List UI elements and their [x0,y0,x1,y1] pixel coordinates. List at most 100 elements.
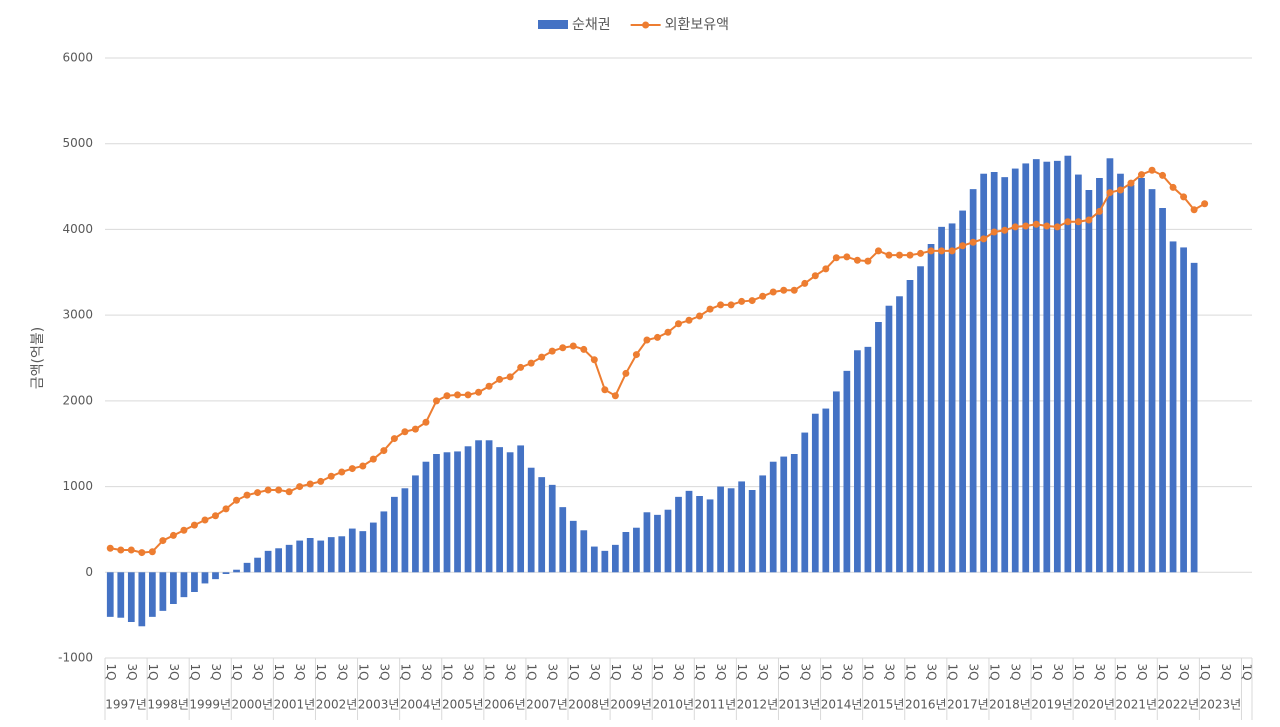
line-marker [1138,171,1146,179]
bar [885,305,893,573]
bar [1022,163,1030,573]
bar [506,452,514,573]
x-tick-label: 3Q [419,663,433,680]
legend-swatch [642,21,650,29]
bar [369,522,377,573]
year-label: 2021년 [1115,698,1157,712]
line-marker [601,386,609,394]
y-tick-label: 1000 [62,479,93,493]
line-marker [1022,222,1030,230]
x-tick-label: 3Q [1051,663,1065,680]
bar [1117,173,1124,573]
year-label: 2004년 [400,698,442,712]
y-tick-label: -1000 [58,651,93,665]
line-marker [611,392,619,400]
bar [422,461,430,573]
line-marker [369,455,377,463]
line-marker [959,242,967,250]
line-marker [148,548,156,556]
bar [790,454,798,573]
line-marker [927,247,935,255]
line-marker [580,345,588,353]
line-marker [885,251,893,259]
year-label: 1999년 [189,698,231,712]
bar [569,520,577,573]
x-tick-label: 1Q [904,663,918,680]
bar [706,499,714,573]
bar [590,546,598,573]
bar [938,226,945,573]
bar [117,572,125,618]
line-marker [759,292,767,300]
bar [906,280,914,573]
line-marker [727,301,735,309]
line-marker [317,477,325,485]
year-label: 2010년 [652,698,694,712]
bar [1138,178,1145,573]
x-tick-label: 3Q [125,663,139,680]
bar [275,548,282,573]
x-tick-label: 1Q [272,663,286,680]
line-marker [780,286,788,294]
bar [201,572,209,584]
bar [696,496,703,573]
line-marker [1095,207,1103,215]
y-axis-label: 금액(억불) [30,327,46,389]
x-tick-label: 3Q [714,663,728,680]
bar [212,572,219,580]
x-tick-label: 1Q [188,663,202,680]
line-marker [138,549,146,557]
x-tick-label: 3Q [335,663,349,680]
x-tick-label: 1Q [609,663,623,680]
bar [948,223,956,573]
bar [580,530,588,573]
bar [338,536,346,573]
bar [1096,178,1103,573]
bar [811,413,819,573]
bar [559,507,567,573]
line-marker [233,496,241,504]
bar [875,322,882,573]
bar [801,432,809,573]
bar [622,532,630,573]
bar [643,512,651,573]
year-label: 2006년 [484,698,526,712]
x-tick-label: 3Q [925,663,939,680]
line-marker [359,462,367,470]
line-marker [380,447,388,455]
line-marker [990,228,998,236]
line-marker [475,388,483,396]
x-tick-label: 1Q [946,663,960,680]
line-marker [1190,206,1198,214]
x-tick-label: 3Q [630,663,644,680]
bar [233,569,240,573]
line-marker [180,526,188,534]
line-marker [106,544,114,552]
line-marker [296,483,304,491]
line-marker [222,505,230,513]
year-label: 2022년 [1158,698,1200,712]
x-tick-label: 1Q [398,663,412,680]
x-tick-label: 1Q [1156,663,1170,680]
line-marker [675,320,682,328]
bar [1169,241,1177,573]
bar [401,488,409,573]
line-marker [159,537,167,545]
bar [1001,177,1009,573]
bar [538,477,546,573]
year-label: 2014년 [821,698,863,712]
x-tick-label: 1Q [1114,663,1128,680]
bar [1053,160,1061,573]
x-tick-label: 3Q [462,663,476,680]
bar [738,481,746,573]
line-marker [1148,166,1156,174]
year-label: 2015년 [863,698,905,712]
y-tick-label: 6000 [62,51,93,65]
y-tick-label: 4000 [62,222,93,236]
line-marker [853,256,861,264]
line-marker [874,247,882,255]
x-tick-label: 3Q [167,663,181,680]
line-marker [285,488,293,496]
line-marker [1201,200,1209,208]
x-tick-label: 3Q [504,663,518,680]
